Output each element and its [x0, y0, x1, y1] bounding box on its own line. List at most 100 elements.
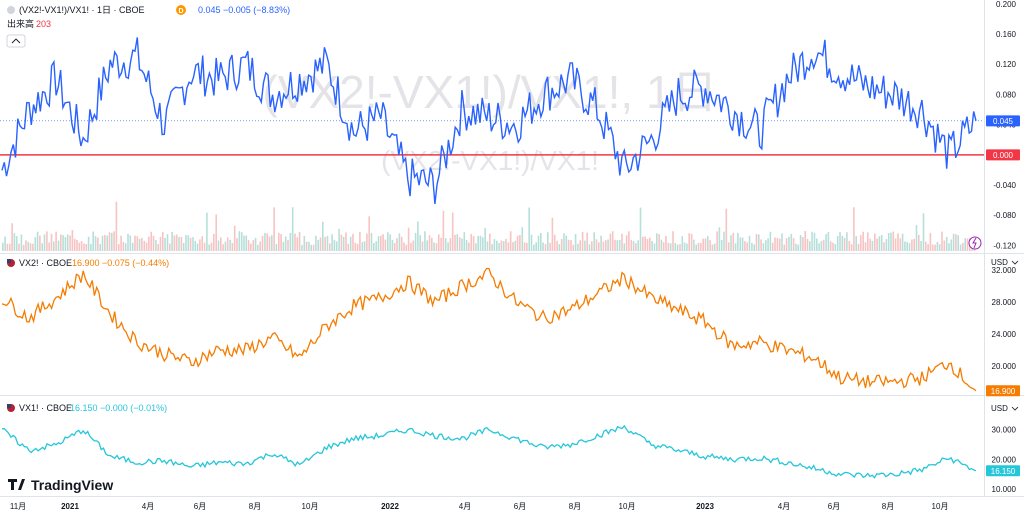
volume-bar	[354, 242, 357, 251]
vx1-legend[interactable]: VX1! · CBOE 16.150 −0.000 (−0.01%)	[7, 403, 167, 413]
volume-bar	[616, 240, 619, 251]
volume-bar	[238, 231, 241, 251]
volume-bar	[182, 243, 185, 251]
volume-bar	[317, 239, 319, 251]
spread-ytick-1: 0.160	[996, 30, 1017, 39]
volume-bar	[472, 236, 475, 251]
volume-bar	[333, 240, 336, 251]
tradingview-logo[interactable]: TradingView	[8, 477, 113, 493]
volume-legend[interactable]: 出来高 203	[7, 18, 51, 29]
volume-bar	[931, 244, 934, 251]
vx1-currency-selector[interactable]: USD	[991, 404, 1019, 413]
volume-bar	[201, 236, 203, 251]
volume-bar	[71, 230, 74, 251]
volume-bar	[911, 239, 913, 251]
volume-bar	[966, 238, 969, 251]
volume-bar	[635, 243, 637, 251]
volume-bar	[60, 234, 62, 251]
volume-bar	[832, 242, 834, 251]
volume-bar	[581, 231, 584, 251]
vx2-legend[interactable]: VX2! · CBOE 16.900 −0.075 (−0.44%)	[7, 258, 169, 268]
volume-bar	[598, 242, 600, 251]
volume-bar	[451, 212, 454, 251]
spread-legend[interactable]: (VX2!-VX1!)/VX1! · 1日 · CBOE D 0.045 −0.…	[7, 5, 290, 15]
volume-bar	[658, 234, 660, 251]
volume-bar	[377, 236, 380, 251]
volume-bar	[955, 234, 957, 251]
volume-bar	[753, 244, 755, 251]
volume-bar	[618, 240, 621, 251]
spread-legend-symbol: (VX2!-VX1!)/VX1! · 1日 · CBOE	[19, 5, 145, 15]
volume-bar	[403, 242, 405, 251]
volume-bar	[848, 240, 851, 251]
volume-bar	[642, 236, 644, 251]
volume-bar	[491, 244, 493, 251]
svg-text:USD: USD	[991, 404, 1008, 413]
volume-bar	[18, 243, 20, 251]
volume-bar	[718, 227, 721, 251]
vx2-currency-selector[interactable]: USD	[991, 258, 1019, 267]
volume-bar	[301, 244, 303, 251]
volume-bar	[535, 242, 537, 251]
volume-bar	[860, 235, 862, 251]
volume-bar	[885, 239, 888, 251]
volume-bar	[243, 235, 245, 251]
volume-bar	[602, 241, 605, 251]
volume-bar	[785, 238, 788, 251]
volume-bar	[315, 235, 317, 251]
volume-bar	[433, 242, 435, 251]
volume-bar	[150, 231, 152, 251]
volume-bar	[609, 233, 612, 251]
volume-bar	[296, 237, 299, 251]
volume-bar	[136, 236, 139, 251]
volume-bar	[883, 242, 885, 251]
volume-bar	[461, 238, 463, 251]
volume-bar	[226, 237, 229, 251]
symbol-logo-icon	[7, 6, 15, 14]
volume-bar	[213, 233, 215, 251]
collapse-legend-button[interactable]	[6, 34, 26, 48]
volume-bar	[656, 233, 658, 251]
volume-bar	[737, 232, 739, 251]
volume-bar	[839, 231, 841, 251]
volume-bar	[208, 244, 210, 251]
volume-bar	[331, 234, 333, 251]
volume-bar	[224, 241, 227, 251]
volume-bar	[78, 242, 81, 251]
lightning-button[interactable]	[968, 236, 982, 250]
volume-bar	[15, 236, 18, 251]
volume-bar	[322, 221, 324, 251]
svg-text:0.045: 0.045	[993, 117, 1014, 126]
volume-bar	[192, 237, 194, 251]
volume-bar	[959, 244, 962, 251]
volume-bar	[166, 234, 169, 251]
volume-bar	[734, 243, 737, 251]
volume-bar	[39, 235, 41, 251]
volume-bar	[104, 235, 106, 251]
volume-bar	[530, 234, 533, 251]
volume-bar	[69, 235, 71, 251]
volume-bar	[533, 244, 535, 251]
volume-bar	[857, 243, 860, 251]
xtick-7: 4月	[459, 502, 471, 511]
volume-bar	[27, 241, 30, 251]
volume-bar	[111, 232, 113, 251]
volume-bar	[549, 242, 551, 251]
volume-bar	[338, 228, 340, 251]
volume-bar	[424, 231, 426, 251]
volume-bar	[762, 243, 765, 251]
volume-bar	[250, 243, 252, 251]
volume-bar	[730, 235, 732, 251]
volume-bar	[162, 232, 164, 251]
volume-bar	[387, 232, 389, 251]
vx1-ytick-0: 30.000	[992, 426, 1017, 435]
volume-bar	[185, 235, 187, 251]
volume-bar	[389, 234, 391, 251]
volume-bar	[180, 237, 183, 251]
volume-bar	[732, 232, 735, 251]
volume-bar	[792, 238, 795, 251]
volume-bar	[799, 235, 802, 251]
volume-bar	[458, 237, 461, 251]
vx1-last-label: 16.150	[986, 465, 1020, 477]
svg-text:16.900: 16.900	[991, 387, 1016, 396]
